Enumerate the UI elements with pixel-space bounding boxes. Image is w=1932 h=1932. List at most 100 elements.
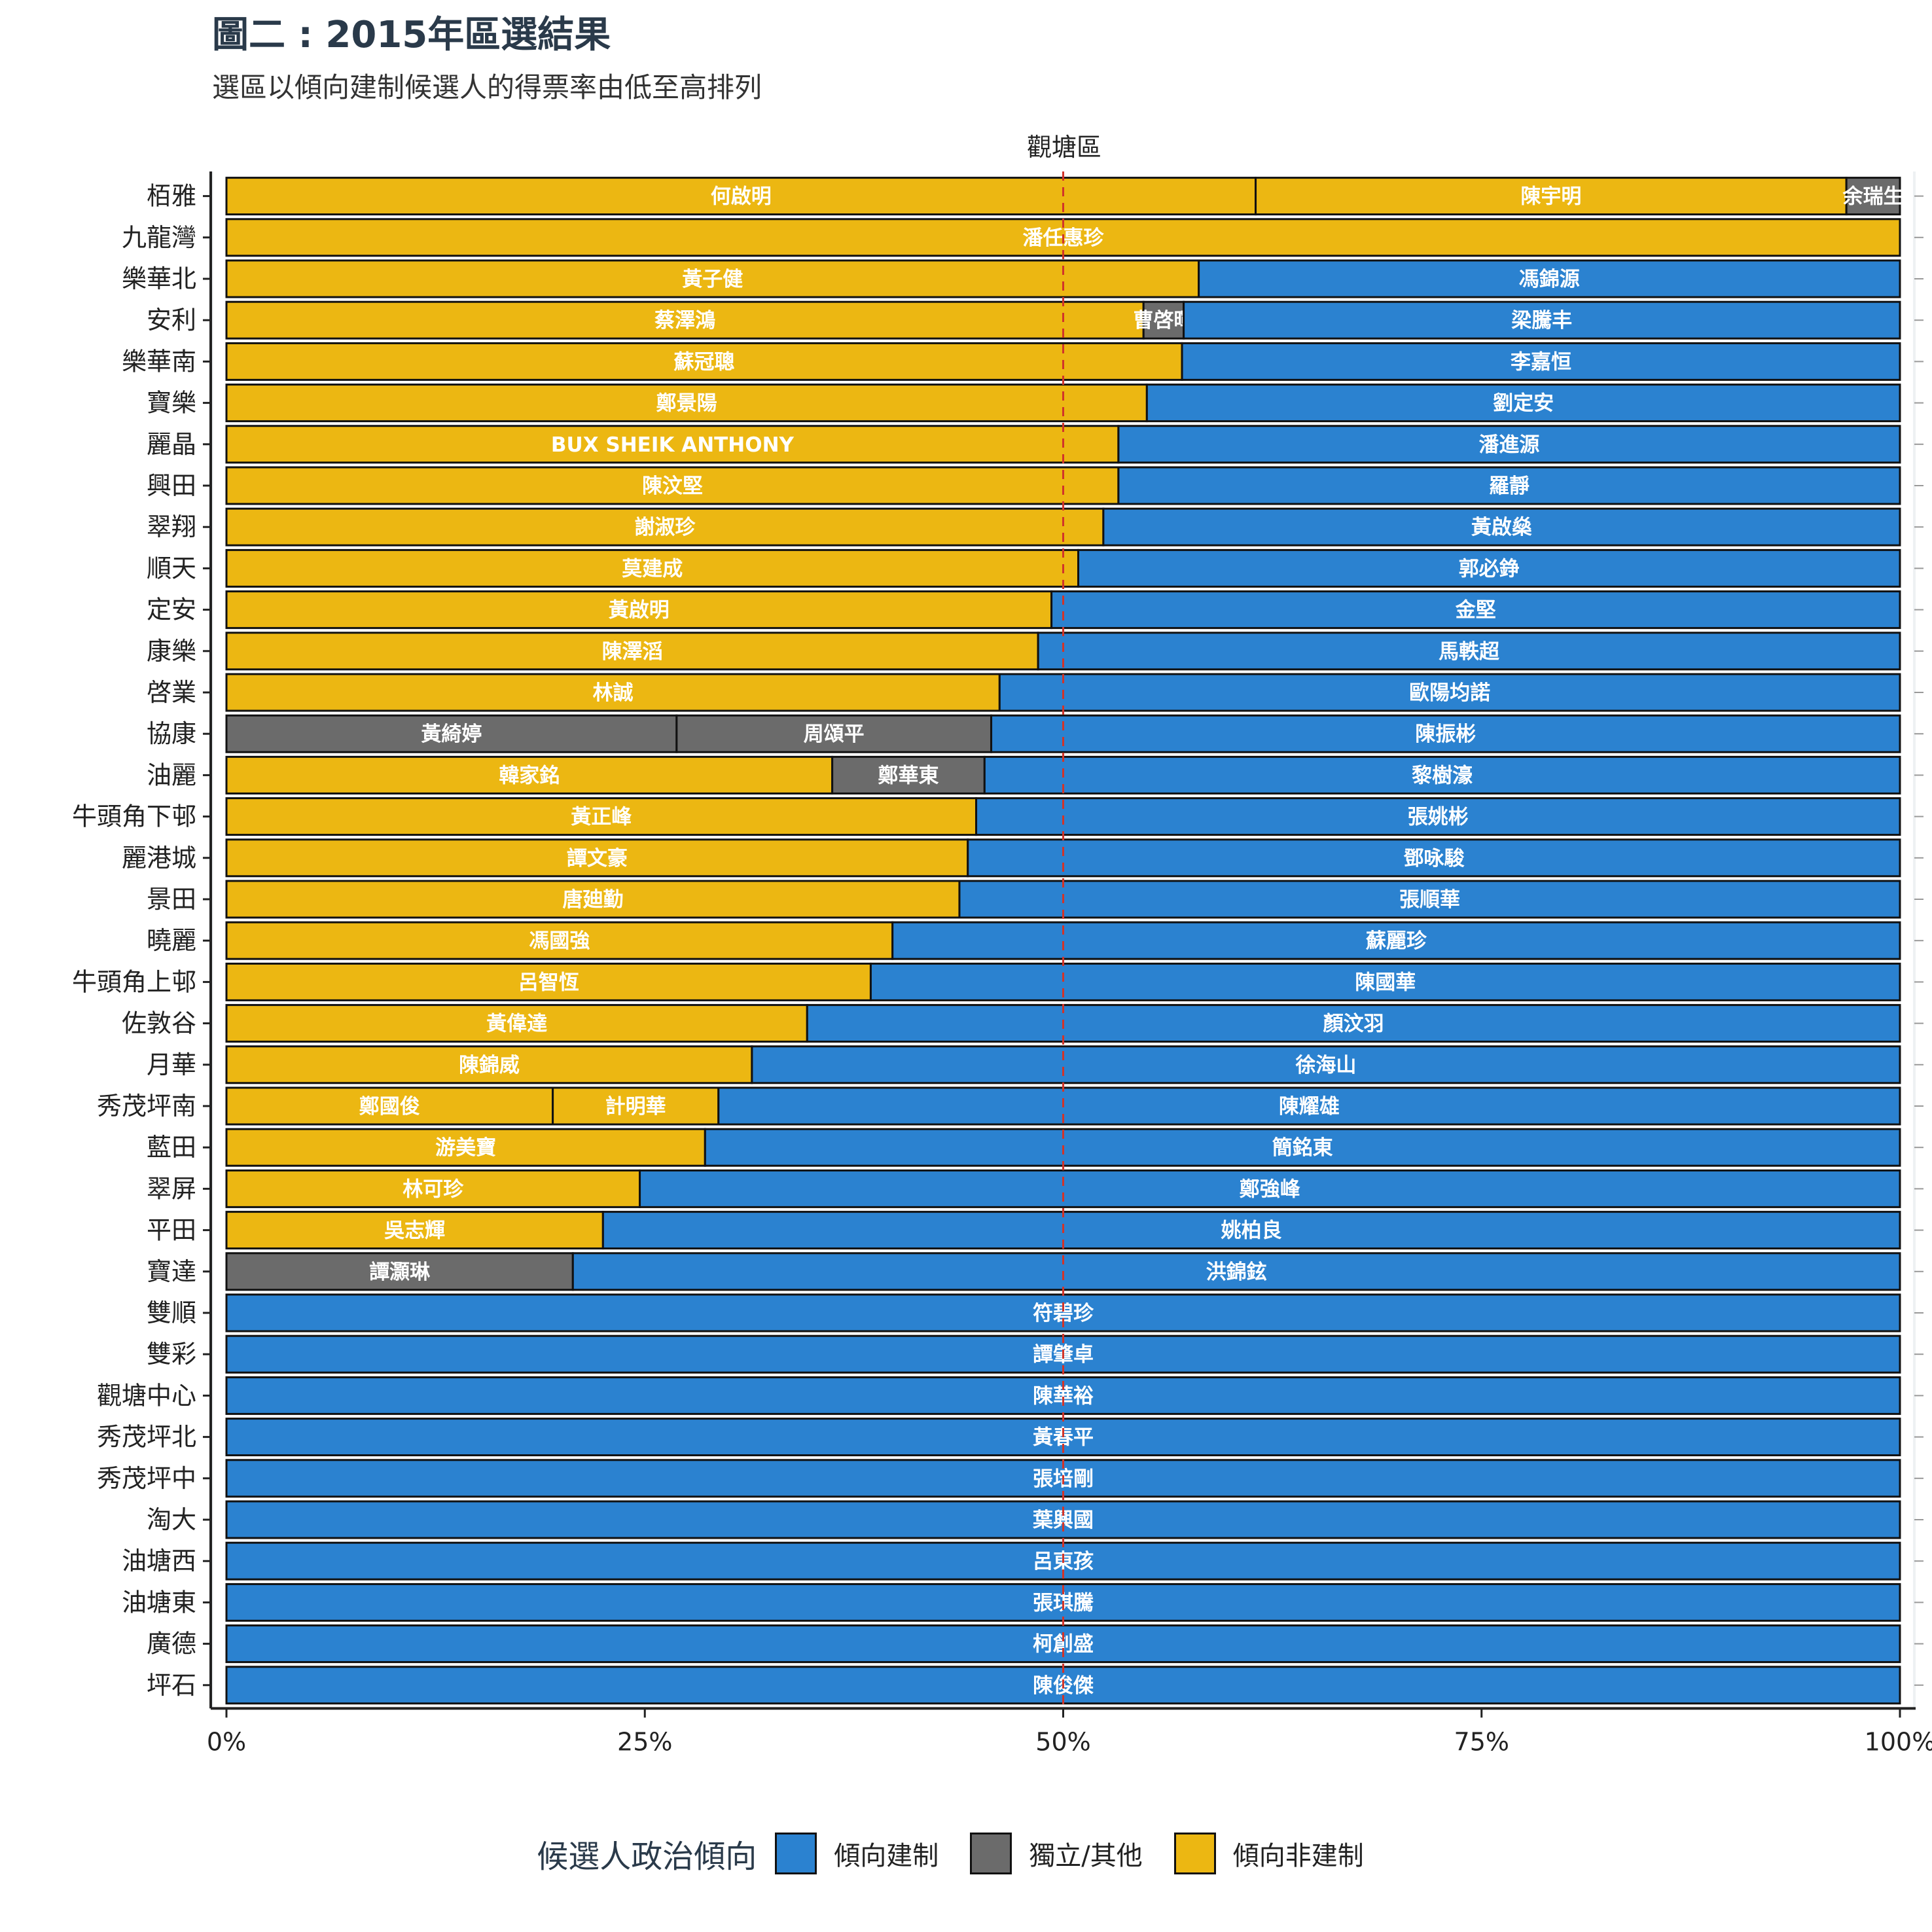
bar-segment	[225, 1252, 574, 1291]
bar-segment	[1050, 590, 1901, 630]
bar-segment	[225, 838, 969, 878]
bar-data-label: 蘇麗珍	[1366, 929, 1427, 953]
facet-label: 觀塘區	[1027, 133, 1101, 162]
bar-data-label: 張姚彬	[1408, 806, 1469, 829]
bar-segment	[998, 673, 1901, 712]
bar-segment	[639, 1169, 1901, 1208]
district-label: 藍田	[147, 1133, 196, 1162]
bar-data-label: 鄭國俊	[359, 1095, 420, 1118]
bar-data-label: 林可珍	[402, 1177, 464, 1201]
bar-data-label: 吳志輝	[384, 1219, 445, 1243]
bar-segment	[1102, 507, 1901, 546]
bar-segment	[225, 673, 1001, 712]
district-label: 寶樂	[147, 389, 196, 418]
bar-data-label: 徐海山	[1295, 1054, 1356, 1077]
bar-segment	[704, 1128, 1901, 1167]
bar-segment	[225, 880, 961, 919]
legend-item-independent: 獨立/其他	[970, 1833, 1160, 1874]
bar-data-label: 余瑞生	[1842, 185, 1904, 209]
bar-data-label: 鄭強峰	[1240, 1177, 1300, 1201]
bar-data-label: 張順華	[1399, 888, 1460, 912]
district-label: 秀茂坪南	[97, 1092, 196, 1120]
district-label: 秀茂坪中	[97, 1464, 196, 1493]
chart-subtitle: 選區以傾向建制候選人的得票率由低至高排列	[212, 71, 762, 103]
bar-segment	[1037, 632, 1901, 671]
bar-segment	[751, 1045, 1901, 1084]
legend-swatch-independent	[970, 1833, 1012, 1874]
bar-segment	[975, 797, 1901, 836]
bar-data-label: 陳宇明	[1520, 185, 1581, 209]
bar-segment	[983, 755, 1901, 795]
legend: 候選人政治傾向 傾向建制 獨立/其他 傾向非建制	[0, 1827, 1932, 1880]
bar-segment	[225, 507, 1105, 546]
bar-data-label: 鄭景陽	[656, 392, 717, 416]
bar-segment	[1198, 259, 1901, 298]
bar-segment	[225, 1211, 604, 1250]
legend-item-non-establishment: 傾向非建制	[1173, 1833, 1382, 1874]
bar-data-label: 黃啟燊	[1471, 516, 1532, 539]
bar-data-label: 馬軼超	[1439, 640, 1500, 664]
bar-data-label: 譚灝琳	[369, 1261, 431, 1284]
bar-segment	[225, 1128, 706, 1167]
bar-data-label: 蔡澤鴻	[654, 309, 715, 332]
bar-data-label: 簡銘東	[1272, 1136, 1333, 1160]
chart-title: 圖二 : 2015年區選結果	[212, 14, 611, 56]
bar-data-label: 歐陽均諾	[1409, 681, 1490, 705]
bar-segment	[225, 921, 894, 960]
bar-data-label: 黃啟明	[609, 599, 670, 622]
legend-title: 候選人政治傾向	[537, 1838, 757, 1875]
district-label: 樂華北	[122, 264, 196, 293]
bar-segment	[891, 921, 1901, 960]
bar-data-label: 金堅	[1455, 599, 1496, 622]
bar-segment	[601, 1211, 1901, 1250]
bar-data-label: 馮錦源	[1519, 268, 1580, 291]
legend-label-non-establishment: 傾向非建制	[1232, 1841, 1364, 1871]
bar-data-label: 韓家銘	[499, 764, 560, 787]
bar-data-label: 譚文豪	[567, 847, 628, 870]
district-label: 九龍灣	[122, 223, 196, 252]
bar-data-label: 郭必錚	[1459, 557, 1520, 581]
bar-data-label: 周頌平	[804, 723, 865, 746]
bar-segment	[869, 962, 1901, 1001]
bar-data-label: 黃子健	[682, 268, 743, 291]
bar-data-label: 黃綺婷	[421, 723, 482, 746]
bar-segment	[225, 1004, 808, 1043]
district-label: 啓業	[147, 678, 196, 707]
bar-data-label: 陳振彬	[1415, 723, 1476, 746]
district-label: 油塘西	[122, 1547, 196, 1575]
district-label: 牛頭角下邨	[72, 802, 196, 831]
district-label: 麗晶	[147, 430, 196, 459]
bar-segment	[990, 714, 1901, 753]
bar-data-label: 馮國強	[529, 929, 590, 953]
bar-segment	[967, 838, 1901, 878]
bar-data-label: BUX SHEIK ANTHONY	[551, 433, 795, 457]
bar-segment	[225, 1169, 641, 1208]
district-label: 安利	[147, 306, 196, 334]
bar-data-label: 黃偉達	[486, 1012, 547, 1036]
bar-data-label: 潘進源	[1478, 433, 1539, 457]
bar-data-label: 呂智恆	[518, 971, 579, 994]
bar-segment	[225, 755, 834, 795]
legend-label-pro-establishment: 傾向建制	[834, 1841, 939, 1871]
bar-segment	[717, 1086, 1901, 1126]
bar-data-label: 游美寶	[435, 1136, 496, 1160]
district-label: 景田	[147, 885, 196, 914]
bar-data-label: 唐廸勤	[562, 888, 623, 912]
district-label: 定安	[147, 596, 196, 624]
district-label: 觀塘中心	[97, 1381, 196, 1410]
district-label: 康樂	[147, 637, 196, 666]
district-label: 牛頭角上邨	[72, 967, 196, 996]
chart-plot: 觀塘區 栢雅 何啟明 陳宇明 余瑞生九龍灣 潘任惠珍樂華北 黃子健 馮錦源安利 蔡澤鴻 曹啓暉梁…	[72, 133, 1932, 1756]
x-tick-label: 25%	[617, 1727, 672, 1756]
bar-data-label: 鄭華東	[878, 764, 939, 787]
bar-segment	[225, 1086, 554, 1126]
bar-segment	[225, 425, 1120, 464]
district-label: 油麗	[147, 760, 196, 789]
bar-segment	[225, 384, 1148, 423]
bar-data-label: 陳國華	[1355, 971, 1416, 994]
legend-item-pro-establishment: 傾向建制	[775, 1833, 957, 1874]
bar-segment	[571, 1252, 1901, 1291]
bar-data-label: 黃正峰	[571, 806, 632, 829]
district-label: 順天	[147, 554, 196, 582]
